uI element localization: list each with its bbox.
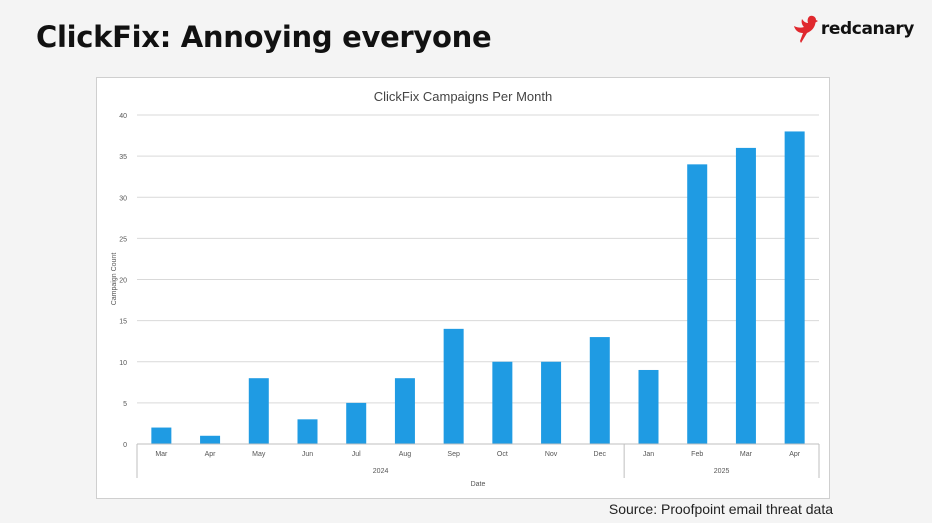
bar (784, 131, 805, 444)
slide-title: ClickFix: Annoying everyone (36, 20, 492, 54)
y-tick-label: 0 (123, 442, 127, 449)
bar (151, 427, 172, 444)
chart-title: ClickFix Campaigns Per Month (374, 89, 552, 104)
x-tick-label: Oct (497, 451, 508, 458)
x-tick-label: Jun (302, 451, 313, 458)
y-tick-label: 10 (119, 360, 127, 367)
bar (346, 402, 367, 444)
x-tick-label: Jul (352, 451, 361, 458)
y-tick-label: 20 (119, 278, 127, 285)
red-canary-logo: redcanary (792, 14, 914, 44)
x-group-label: 2024 (373, 468, 389, 475)
bar (589, 337, 610, 444)
y-axis-label: Campaign Count (111, 253, 118, 306)
x-tick-label: Jan (643, 451, 654, 458)
x-tick-label: Feb (691, 451, 703, 458)
x-tick-label: Nov (545, 451, 558, 458)
bar (492, 361, 513, 444)
y-tick-label: 35 (119, 154, 127, 161)
bar (735, 147, 756, 444)
source-caption: Source: Proofpoint email threat data (608, 501, 833, 517)
x-tick-label: May (252, 451, 266, 458)
bar (394, 378, 415, 444)
x-tick-label: Apr (789, 451, 801, 458)
bar (687, 164, 708, 444)
x-axis-label: Date (471, 481, 486, 488)
logo-text: redcanary (820, 19, 914, 39)
x-tick-label: Mar (740, 451, 753, 458)
bar (443, 328, 464, 444)
bar (200, 435, 221, 444)
y-tick-label: 40 (119, 113, 127, 120)
x-group-label: 2025 (714, 468, 730, 475)
bar (541, 361, 562, 444)
y-tick-label: 25 (119, 236, 127, 243)
x-tick-label: Apr (205, 451, 217, 458)
x-tick-label: Dec (594, 451, 607, 458)
campaigns-bar-chart: ClickFix Campaigns Per Month 05101520253… (111, 89, 820, 488)
x-tick-label: Aug (399, 451, 412, 458)
y-tick-label: 5 (123, 401, 127, 408)
bar (638, 369, 659, 444)
canary-bird-icon (793, 15, 818, 43)
y-tick-label: 15 (119, 319, 127, 326)
chart-frame: ClickFix Campaigns Per Month 0 5 10 15 20 25 3… (96, 77, 830, 499)
y-tick-label: 30 (119, 195, 127, 202)
x-tick-label: Sep (447, 451, 460, 458)
bar (248, 378, 269, 444)
x-tick-label: Mar (155, 451, 168, 458)
bar (297, 419, 318, 444)
